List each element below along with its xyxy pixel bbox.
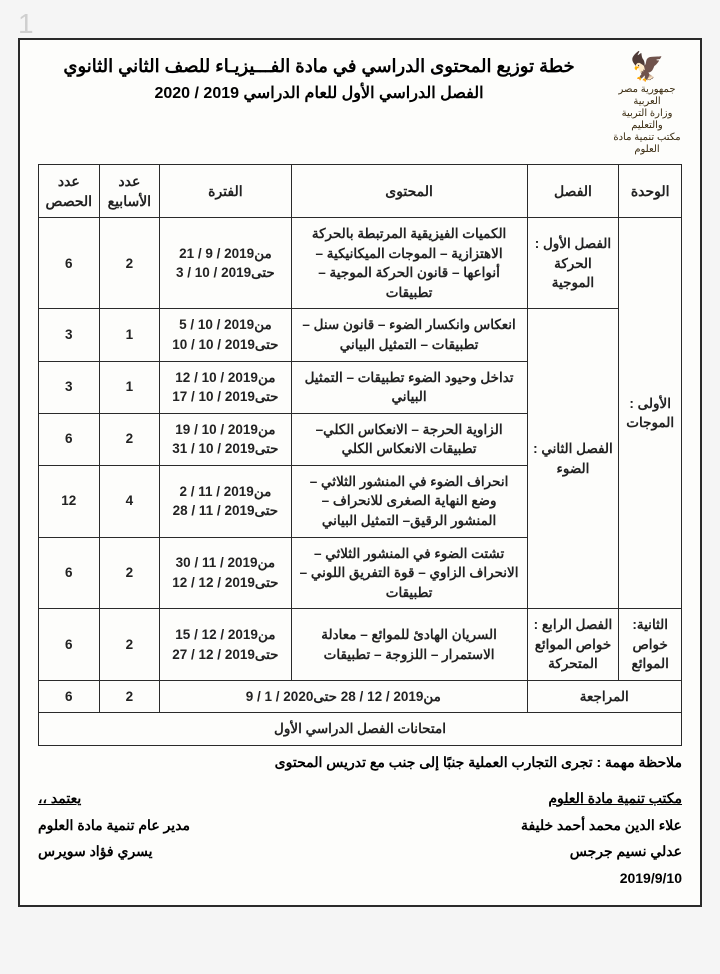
period-cell: من2019 / 9 / 21 حتى2019 / 10 / 3	[160, 218, 292, 309]
exam-cell: امتحانات الفصل الدراسي الأول	[39, 713, 682, 746]
content-cell: انعكاس وانكسار الضوء – قانون سنل – تطبيق…	[291, 309, 527, 361]
sig-left-name: يسري فؤاد سويرس	[38, 838, 347, 865]
sig-right-head: مكتب تنمية مادة العلوم	[373, 785, 682, 812]
period-cell: من2019 / 10 / 19 حتى2019 / 10 / 31	[160, 413, 292, 465]
sig-left-title: مدير عام تنمية مادة العلوم	[38, 812, 347, 839]
ministry-logo: 🦅 جمهورية مصر العربية وزارة التربية والت…	[612, 50, 682, 156]
col-classes: عدد الحصص	[39, 164, 100, 218]
sig-right-name1: علاء الدين محمد أحمد خليفة	[373, 812, 682, 839]
chapter-cell: الفصل الثاني : الضوء	[527, 309, 619, 609]
col-content: المحتوى	[291, 164, 527, 218]
period-cell: من2019 / 12 / 15 حتى2019 / 12 / 27	[160, 609, 292, 681]
weeks-cell: 1	[99, 361, 160, 413]
weeks-cell: 4	[99, 465, 160, 537]
weeks-cell: 2	[99, 413, 160, 465]
period-cell: من2019 / 10 / 5 حتى2019 / 10 / 10	[160, 309, 292, 361]
classes-cell: 3	[39, 361, 100, 413]
col-period: الفترة	[160, 164, 292, 218]
sig-left-head: يعتمد ،،	[38, 785, 347, 812]
review-row: المراجعة من2019 / 12 / 28 حتى2020 / 1 / …	[39, 680, 682, 713]
weeks-cell: 2	[99, 537, 160, 609]
sub-title: الفصل الدراسي الأول للعام الدراسي 2019 /…	[38, 83, 600, 103]
sig-right-name2: عدلي نسيم جرجس	[373, 838, 682, 865]
logo-line2: وزارة التربية والتعليم	[622, 108, 673, 131]
content-cell: تداخل وحيود الضوء تطبيقات – التمثيل البي…	[291, 361, 527, 413]
classes-cell: 6	[39, 609, 100, 681]
chapter-cell: الفصل الأول : الحركة الموجية	[527, 218, 619, 309]
review-period: من2019 / 12 / 28 حتى2020 / 1 / 9	[160, 680, 527, 713]
table-row: الثانية: خواص الموائع الفصل الرابع : خوا…	[39, 609, 682, 681]
review-weeks: 2	[99, 680, 160, 713]
period-cell: من2019 / 11 / 2 حتى2019 / 11 / 28	[160, 465, 292, 537]
main-title: خطة توزيع المحتوى الدراسي في مادة الفـــ…	[38, 56, 600, 77]
unit-cell: الأولى : الموجات	[619, 218, 682, 609]
signature-right: مكتب تنمية مادة العلوم علاء الدين محمد أ…	[373, 785, 682, 891]
signature-left: يعتمد ،، مدير عام تنمية مادة العلوم يسري…	[38, 785, 347, 891]
signatures: مكتب تنمية مادة العلوم علاء الدين محمد أ…	[38, 785, 682, 891]
col-weeks: عدد الأسابيع	[99, 164, 160, 218]
classes-cell: 3	[39, 309, 100, 361]
sig-right-date: 2019/9/10	[373, 865, 682, 892]
logo-line3: مكتب تنمية مادة العلوم	[613, 132, 680, 155]
classes-cell: 6	[39, 537, 100, 609]
header: 🦅 جمهورية مصر العربية وزارة التربية والت…	[38, 50, 682, 156]
logo-line1: جمهورية مصر العربية	[618, 84, 675, 107]
page-number: 1	[18, 8, 34, 40]
content-cell: الزاوية الحرجة – الانعكاس الكلي– تطبيقات…	[291, 413, 527, 465]
eagle-icon: 🦅	[612, 50, 682, 84]
content-cell: تشتت الضوء في المنشور الثلاثي – الانحراف…	[291, 537, 527, 609]
content-cell: السريان الهادئ للموائع – معادلة الاستمرا…	[291, 609, 527, 681]
col-chapter: الفصل	[527, 164, 619, 218]
note-text: تجرى التجارب العملية جنبًا إلى جنب مع تد…	[275, 754, 593, 770]
table-row: الفصل الثاني : الضوء انعكاس وانكسار الضو…	[39, 309, 682, 361]
important-note: ملاحظة مهمة : تجرى التجارب العملية جنبًا…	[38, 754, 682, 771]
weeks-cell: 2	[99, 218, 160, 309]
unit-cell: الثانية: خواص الموائع	[619, 609, 682, 681]
curriculum-table: الوحدة الفصل المحتوى الفترة عدد الأسابيع…	[38, 164, 682, 746]
review-classes: 6	[39, 680, 100, 713]
review-label: المراجعة	[527, 680, 681, 713]
col-unit: الوحدة	[619, 164, 682, 218]
document-sheet: 🦅 جمهورية مصر العربية وزارة التربية والت…	[18, 38, 702, 907]
weeks-cell: 2	[99, 609, 160, 681]
classes-cell: 12	[39, 465, 100, 537]
content-cell: انحراف الضوء في المنشور الثلاثي – وضع ال…	[291, 465, 527, 537]
classes-cell: 6	[39, 413, 100, 465]
title-block: خطة توزيع المحتوى الدراسي في مادة الفـــ…	[38, 50, 600, 113]
weeks-cell: 1	[99, 309, 160, 361]
exam-row: امتحانات الفصل الدراسي الأول	[39, 713, 682, 746]
content-cell: الكميات الفيزيقية المرتبطة بالحركة الاهت…	[291, 218, 527, 309]
period-cell: من2019 / 11 / 30 حتى2019 / 12 / 12	[160, 537, 292, 609]
chapter-cell: الفصل الرابع : خواص الموائع المتحركة	[527, 609, 619, 681]
classes-cell: 6	[39, 218, 100, 309]
period-cell: من2019 / 10 / 12 حتى2019 / 10 / 17	[160, 361, 292, 413]
table-header-row: الوحدة الفصل المحتوى الفترة عدد الأسابيع…	[39, 164, 682, 218]
table-row: الأولى : الموجات الفصل الأول : الحركة ال…	[39, 218, 682, 309]
note-label: ملاحظة مهمة :	[597, 754, 683, 770]
